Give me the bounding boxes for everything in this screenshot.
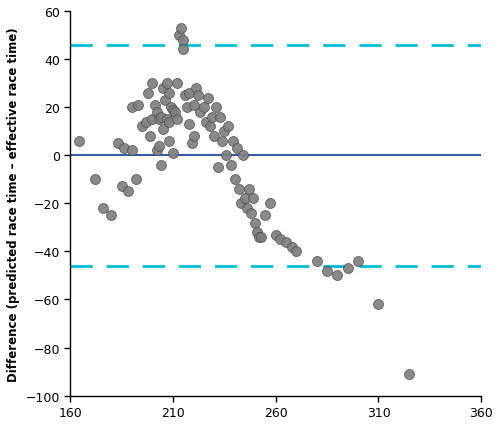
Point — [406, 371, 413, 377]
Point — [148, 116, 156, 123]
Point — [262, 213, 270, 219]
Point — [169, 150, 177, 157]
Point — [154, 116, 162, 123]
Point — [163, 116, 171, 123]
Point — [266, 200, 274, 207]
Point — [180, 37, 188, 44]
Point — [128, 148, 136, 155]
Point — [190, 102, 198, 109]
Point — [253, 229, 261, 236]
Point — [180, 47, 188, 54]
Point — [134, 102, 142, 109]
Point — [228, 138, 236, 145]
Point — [91, 176, 99, 183]
Point — [173, 81, 181, 87]
Point — [251, 219, 259, 226]
Point — [142, 119, 150, 126]
Point — [108, 213, 116, 219]
Point — [138, 124, 146, 130]
Point — [192, 85, 200, 92]
Point — [224, 124, 232, 130]
Point — [210, 133, 218, 140]
Point — [177, 25, 185, 32]
Point — [204, 95, 212, 102]
Point — [152, 148, 160, 155]
Point — [173, 116, 181, 123]
Point — [288, 244, 296, 250]
Point — [344, 265, 351, 272]
Point — [150, 102, 158, 109]
Point — [282, 239, 290, 246]
Point — [175, 32, 183, 39]
Point — [249, 196, 257, 202]
Point — [216, 114, 224, 121]
Point — [144, 90, 152, 97]
Point — [196, 109, 203, 116]
Point — [154, 143, 162, 150]
Point — [218, 138, 226, 145]
Point — [188, 141, 196, 147]
Point — [208, 114, 216, 121]
Point — [190, 133, 198, 140]
Point — [74, 138, 82, 145]
Point — [323, 268, 331, 274]
Point — [148, 81, 156, 87]
Point — [171, 109, 179, 116]
Point — [276, 236, 284, 243]
Point — [118, 184, 126, 190]
Point — [186, 121, 194, 128]
Point — [128, 104, 136, 111]
Point — [245, 186, 253, 193]
Point — [313, 258, 321, 265]
Point — [132, 176, 140, 183]
Point — [156, 114, 164, 121]
Point — [247, 210, 255, 217]
Point — [232, 145, 240, 152]
Point — [146, 133, 154, 140]
Point — [158, 85, 166, 92]
Point — [165, 138, 173, 145]
Point — [230, 176, 238, 183]
Point — [214, 164, 222, 171]
Point — [226, 162, 234, 169]
Point — [256, 234, 264, 241]
Point — [272, 232, 280, 239]
Point — [114, 141, 122, 147]
Point — [186, 90, 194, 97]
Point — [243, 205, 251, 212]
Point — [158, 126, 166, 133]
Point — [235, 186, 243, 193]
Y-axis label: Difference (predicted race time – effective race time): Difference (predicted race time – effect… — [7, 27, 20, 381]
Point — [206, 124, 214, 130]
Point — [212, 104, 220, 111]
Point — [220, 129, 228, 135]
Point — [152, 109, 160, 116]
Point — [99, 205, 107, 212]
Point — [334, 272, 342, 279]
Point — [161, 97, 169, 104]
Point — [169, 107, 177, 114]
Point — [292, 248, 300, 255]
Point — [163, 81, 171, 87]
Point — [222, 153, 230, 159]
Point — [194, 92, 202, 99]
Point — [167, 104, 175, 111]
Point — [374, 301, 382, 308]
Point — [239, 153, 247, 159]
Point — [124, 188, 132, 195]
Point — [182, 92, 190, 99]
Point — [165, 90, 173, 97]
Point — [202, 119, 210, 126]
Point — [237, 200, 245, 207]
Point — [120, 145, 128, 152]
Point — [165, 119, 173, 126]
Point — [241, 196, 249, 202]
Point — [156, 162, 164, 169]
Point — [200, 104, 208, 111]
Point — [354, 258, 362, 265]
Point — [258, 234, 266, 241]
Point — [184, 104, 192, 111]
